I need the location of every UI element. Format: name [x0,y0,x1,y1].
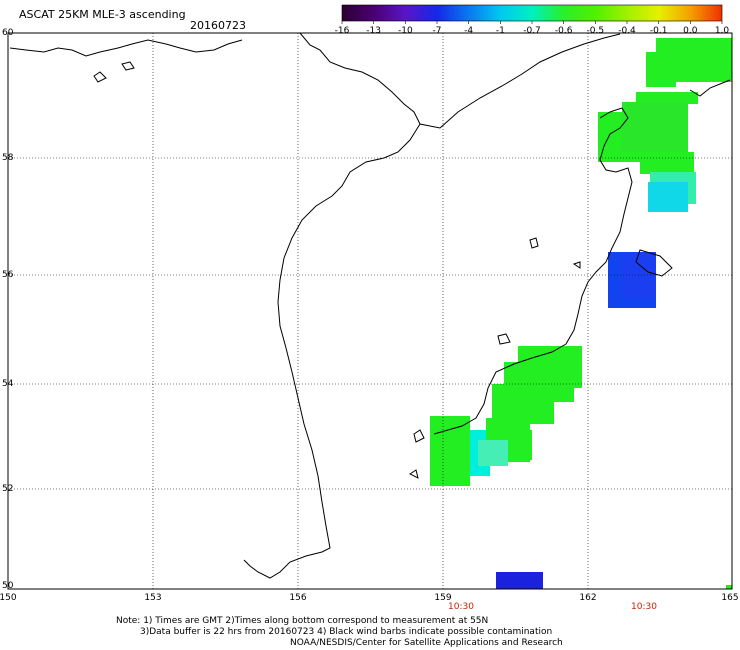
lat-label-56: 56 [2,270,14,280]
note-line-2: 3)Data buffer is 22 hrs from 20160723 4)… [140,627,553,637]
colorbar-tick-label: 0.0 [683,26,698,36]
swath-cell [622,102,688,152]
swath-cell [676,92,698,104]
colorbar-tick-label: -0.1 [649,26,668,36]
swath-cell [648,182,688,212]
swath-cell [492,384,554,424]
lat-label-52: 52 [2,484,14,494]
colorbar-tick-label: -16 [334,26,350,36]
lon-label-162: 162 [579,593,597,603]
swath-cell [640,152,694,174]
lon-label-156: 156 [289,593,307,603]
colorbar [341,4,723,24]
pass-time-label: 10:30 [448,602,474,612]
pass-time-label: 10:30 [631,602,657,612]
swath-cell [726,585,732,589]
lat-label-50: 50 [2,581,14,591]
map-frame [7,32,733,590]
swath-cell [430,416,470,486]
swath-cell [478,440,508,466]
colorbar-tick-label: -13 [366,26,382,36]
map-date: 20160723 [190,19,246,32]
map-title: ASCAT 25KM MLE-3 ascending [19,8,186,21]
colorbar-gradient [341,4,723,22]
colorbar-tick-label: -0.6 [554,26,573,36]
coastline [9,32,731,579]
lat-lon-grid [8,33,732,589]
note-line-3: NOAA/NESDIS/Center for Satellite Applica… [290,638,563,648]
wind-swaths [430,38,732,589]
note-line-1: Note: 1) Times are GMT 2)Times along bot… [116,616,489,626]
lon-label-165: 165 [721,593,739,603]
lat-label-60: 60 [2,28,14,38]
colorbar-tick-label: -0.7 [523,26,541,36]
colorbar-tick-label: -0.5 [586,26,605,36]
colorbar-tick-label: -4 [464,26,474,36]
colorbar-tick-label: -10 [397,26,413,36]
lat-label-54: 54 [2,379,14,389]
lon-label-150: 150 [0,593,17,603]
colorbar-tick-label: -7 [432,26,442,36]
lon-label-153: 153 [144,593,162,603]
swath-cell [510,430,532,460]
colorbar-tick-label: -0.4 [618,26,636,36]
lon-label-159: 159 [434,593,452,603]
lat-label-58: 58 [2,153,14,163]
colorbar-tick-label: 1.0 [714,26,730,36]
colorbar-tick-label: -1 [495,26,505,36]
swath-cell [496,572,543,589]
swath-cell [646,52,676,87]
